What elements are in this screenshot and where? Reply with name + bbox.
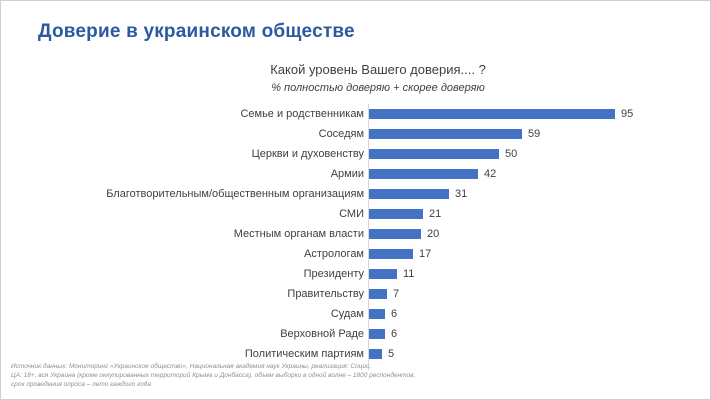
bar (369, 309, 385, 319)
bar-label: Политическим партиям (244, 348, 364, 360)
bar-value: 21 (429, 208, 442, 220)
bar (369, 229, 421, 239)
bar-row: Астрологам 17 (1, 244, 710, 264)
bar (369, 209, 423, 219)
bar-label: СМИ (339, 208, 364, 220)
bar-label: Верховной Раде (280, 328, 364, 340)
source-note-line: ЦА: 18+, вся Украина (кроме оккупированн… (11, 372, 416, 379)
bar-row: Благотворительным/общественным организац… (1, 184, 710, 204)
chart-question: Какой уровень Вашего доверия.... ? (270, 62, 486, 77)
bar-row: Семье и родственникам 95 (1, 104, 710, 124)
bar-label: Правительству (287, 288, 364, 300)
bar-value: 6 (391, 308, 398, 320)
bar (369, 149, 499, 159)
bar-row: Церкви и духовенству 50 (1, 144, 710, 164)
bar-label: Благотворительным/общественным организац… (106, 188, 364, 200)
bar-value: 95 (621, 108, 634, 120)
bar (369, 129, 522, 139)
bar-value: 17 (419, 248, 432, 260)
bar-row: Армии 42 (1, 164, 710, 184)
bar-row: Правительству 7 (1, 284, 710, 304)
bar-row: Соседям 59 (1, 124, 710, 144)
page-title: Доверие в украинском обществе (38, 21, 355, 42)
category-axis-line (368, 104, 369, 370)
bar-row: Верховной Раде 6 (1, 324, 710, 344)
bar-value: 50 (505, 148, 518, 160)
bar-label: Судам (330, 308, 364, 320)
bar (369, 169, 478, 179)
bar (369, 249, 413, 259)
bar-value: 7 (393, 288, 400, 300)
bar (369, 109, 615, 119)
source-note: Источник данных: Мониторинг «Украинское … (11, 362, 680, 389)
chart-subtitle: % полностью доверяю + скорее доверяю (271, 82, 485, 94)
bar-chart-rows: Семье и родственникам 95 Соседям 59 Церк… (1, 104, 710, 364)
bar-value: 42 (484, 168, 497, 180)
bar-label: Президенту (303, 268, 364, 280)
bar (369, 329, 385, 339)
bar-row: СМИ 21 (1, 204, 710, 224)
bar-value: 6 (391, 328, 398, 340)
bar-value: 59 (528, 128, 541, 140)
bar-value: 11 (403, 268, 415, 280)
bar-row: Политическим партиям 5 (1, 344, 710, 364)
bar-row: Местным органам власти 20 (1, 224, 710, 244)
source-note-line: срок проведения опроса – лето каждого го… (11, 381, 151, 388)
bar (369, 289, 387, 299)
bar-label: Семье и родственникам (240, 108, 364, 120)
bar (369, 189, 449, 199)
bar-label: Церкви и духовенству (251, 148, 364, 160)
bar-value: 5 (388, 348, 395, 360)
bar-value: 31 (455, 188, 468, 200)
bar-row: Президенту 11 (1, 264, 710, 284)
bar-label: Местным органам власти (233, 228, 364, 240)
bar (369, 269, 397, 279)
bar-row: Судам 6 (1, 304, 710, 324)
bar-label: Армии (330, 168, 364, 180)
bar-label: Соседям (318, 128, 364, 140)
source-note-line: Источник данных: Мониторинг «Украинское … (11, 363, 372, 370)
bar-label: Астрологам (304, 248, 364, 260)
bar (369, 349, 382, 359)
bar-value: 20 (427, 228, 440, 240)
